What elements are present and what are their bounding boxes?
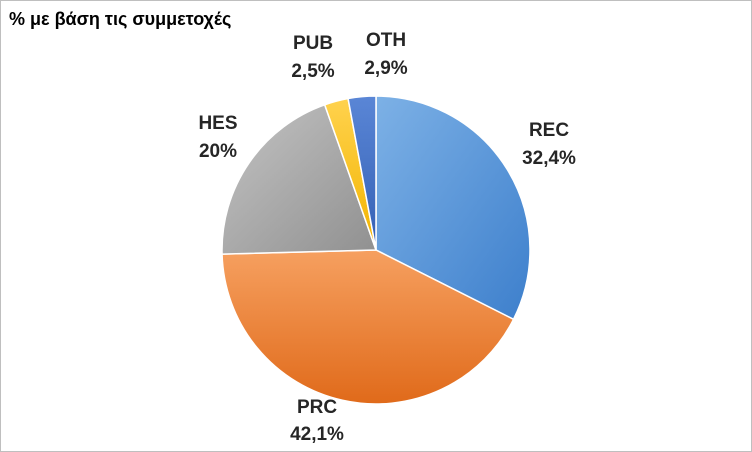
pie-slice-oth xyxy=(347,95,377,251)
chart-title: % με βάση τις συμμετοχές xyxy=(9,9,232,29)
pie-slice-rec xyxy=(375,95,531,321)
slice-name-rec: REC xyxy=(529,120,569,141)
slice-value-hes: 20% xyxy=(199,141,237,162)
slice-name-prc: PRC xyxy=(297,397,337,418)
slice-value-prc: 42,1% xyxy=(290,424,344,445)
slice-value-rec: 32,4% xyxy=(522,148,576,169)
slice-value-pub: 2,5% xyxy=(291,61,334,82)
slice-value-oth: 2,9% xyxy=(364,58,407,79)
pie-slice-prc xyxy=(221,249,515,405)
slice-name-pub: PUB xyxy=(293,33,333,54)
slice-name-oth: OTH xyxy=(366,30,406,51)
slice-name-hes: HES xyxy=(198,113,237,134)
